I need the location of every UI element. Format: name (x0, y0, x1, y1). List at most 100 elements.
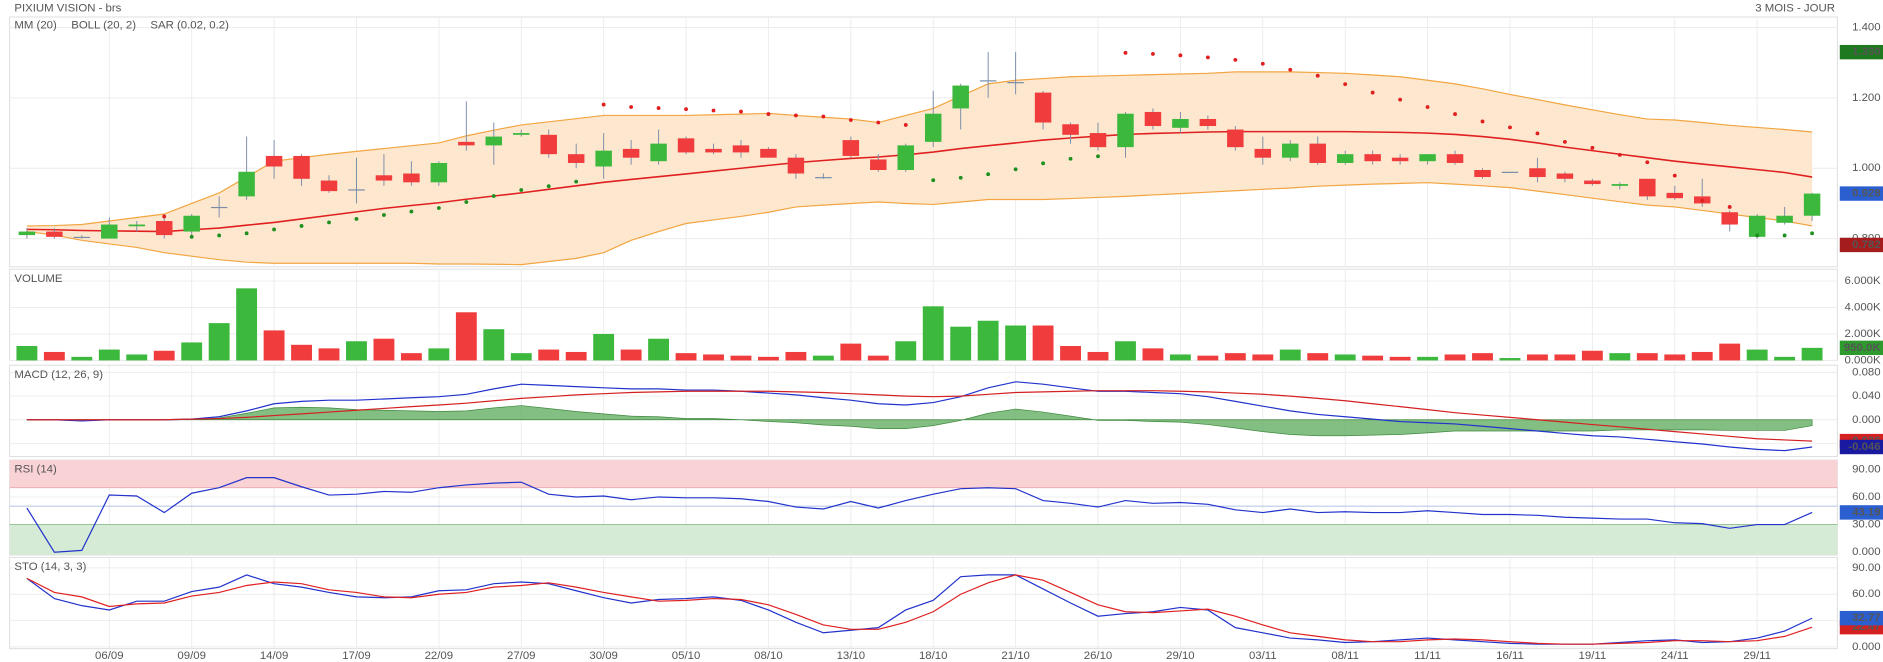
x-tick-label: 30/09 (589, 650, 618, 662)
candle-body (1117, 113, 1134, 148)
candle-body (1556, 173, 1574, 179)
volume-bar (1444, 354, 1466, 361)
volume-bar (428, 348, 450, 361)
candle-body (924, 113, 942, 142)
sar-dot (1782, 233, 1787, 238)
sar-dot (436, 206, 441, 210)
oversold-zone (9, 524, 1838, 555)
volume-bar (71, 356, 93, 361)
rsi-line (26, 477, 1813, 553)
sar-dot (1288, 67, 1293, 72)
sar-dot (189, 234, 194, 239)
volume-bar (1142, 348, 1164, 361)
sar-dot (1617, 152, 1622, 157)
volume-bar (758, 356, 779, 361)
sar-dot (1151, 51, 1155, 56)
y-tick-label: 6.000K (1844, 275, 1881, 287)
candle-body (1199, 118, 1217, 127)
value-marker (1839, 505, 1883, 520)
volume-bar (43, 351, 65, 361)
volume-bar (1609, 353, 1631, 361)
volume-bar (1499, 358, 1521, 361)
sar-dot (629, 105, 634, 109)
candle-body (1144, 111, 1162, 127)
volume-bar (1307, 353, 1329, 361)
sar-dot (1755, 233, 1760, 238)
volume-bar (1472, 353, 1493, 361)
candle-body (760, 148, 777, 158)
candle-body (1501, 171, 1519, 173)
sar-dot (1205, 55, 1210, 60)
candle-body (128, 224, 145, 227)
sar-dot (546, 184, 551, 189)
value-marker-label: 0.928 (1852, 188, 1881, 200)
sar-dot (1398, 97, 1403, 102)
volume-bar (703, 354, 724, 361)
stochastic-line (26, 574, 1813, 645)
volume-bar (208, 323, 230, 361)
sar-dot (739, 109, 743, 114)
volume-bar (950, 326, 972, 361)
candle-body (897, 145, 915, 171)
overbought-zone (9, 460, 1838, 488)
sar-dot (1041, 161, 1046, 166)
bollinger-lower (26, 182, 1813, 266)
x-tick-label: 24/11 (1661, 650, 1689, 662)
y-tick-label: 30.00 (1852, 519, 1881, 531)
volume-bar (1224, 353, 1246, 361)
candle-body (1282, 143, 1299, 158)
sar-dot (958, 175, 963, 180)
volume-bar (565, 351, 587, 361)
candle-body (622, 148, 640, 158)
volume-bar (98, 349, 120, 361)
volume-bar (16, 346, 38, 361)
candle-body (1062, 124, 1079, 135)
candle-body (1446, 154, 1464, 163)
candle-body (210, 206, 228, 209)
volume-bar (318, 348, 340, 361)
value-marker-label: 0.782 (1852, 239, 1881, 251)
sar-dot (848, 118, 853, 122)
volume-bar (1527, 354, 1548, 361)
sar-dot (1096, 154, 1100, 159)
volume-bar (483, 329, 505, 361)
x-tick-label: 17/09 (342, 650, 371, 662)
candle-body (320, 180, 338, 192)
volume-bar (455, 312, 477, 361)
volume-bar (812, 355, 834, 361)
panel (9, 556, 1838, 650)
volume-bar (1197, 355, 1219, 361)
y-tick-label: 1.200 (1852, 92, 1881, 104)
candle-body (101, 224, 118, 239)
x-tick-label: 29/10 (1166, 650, 1195, 662)
x-tick-label: 29/11 (1743, 650, 1771, 662)
y-tick-label: 0.040 (1852, 390, 1881, 402)
sar-dot (711, 108, 716, 113)
sar-dot (1315, 73, 1320, 78)
volume-bar (1719, 343, 1741, 361)
candle-body (458, 141, 475, 146)
candle-body (1721, 212, 1738, 225)
sar-dot (1480, 119, 1485, 124)
volume-bar (977, 320, 999, 361)
candle-body (1227, 129, 1244, 148)
x-tick-label: 03/11 (1249, 650, 1277, 662)
candle-body (293, 155, 310, 179)
sar-dot (162, 214, 167, 219)
volume-bar (181, 342, 203, 361)
candle-body (677, 138, 695, 153)
candle-body (46, 231, 63, 237)
x-tick-label: 22/09 (425, 650, 454, 662)
value-marker-label: -0.046 (1848, 441, 1880, 453)
bollinger-band (26, 71, 1813, 265)
volume-bar (675, 353, 697, 361)
volume-bar (1417, 356, 1439, 361)
volume-bar (922, 306, 944, 361)
sar-dot (1453, 112, 1457, 116)
candle-body (1776, 215, 1793, 223)
candle-body (787, 157, 805, 174)
candle-body (870, 159, 887, 171)
stochastic-line (26, 574, 1813, 645)
volume-bar (1691, 351, 1713, 361)
